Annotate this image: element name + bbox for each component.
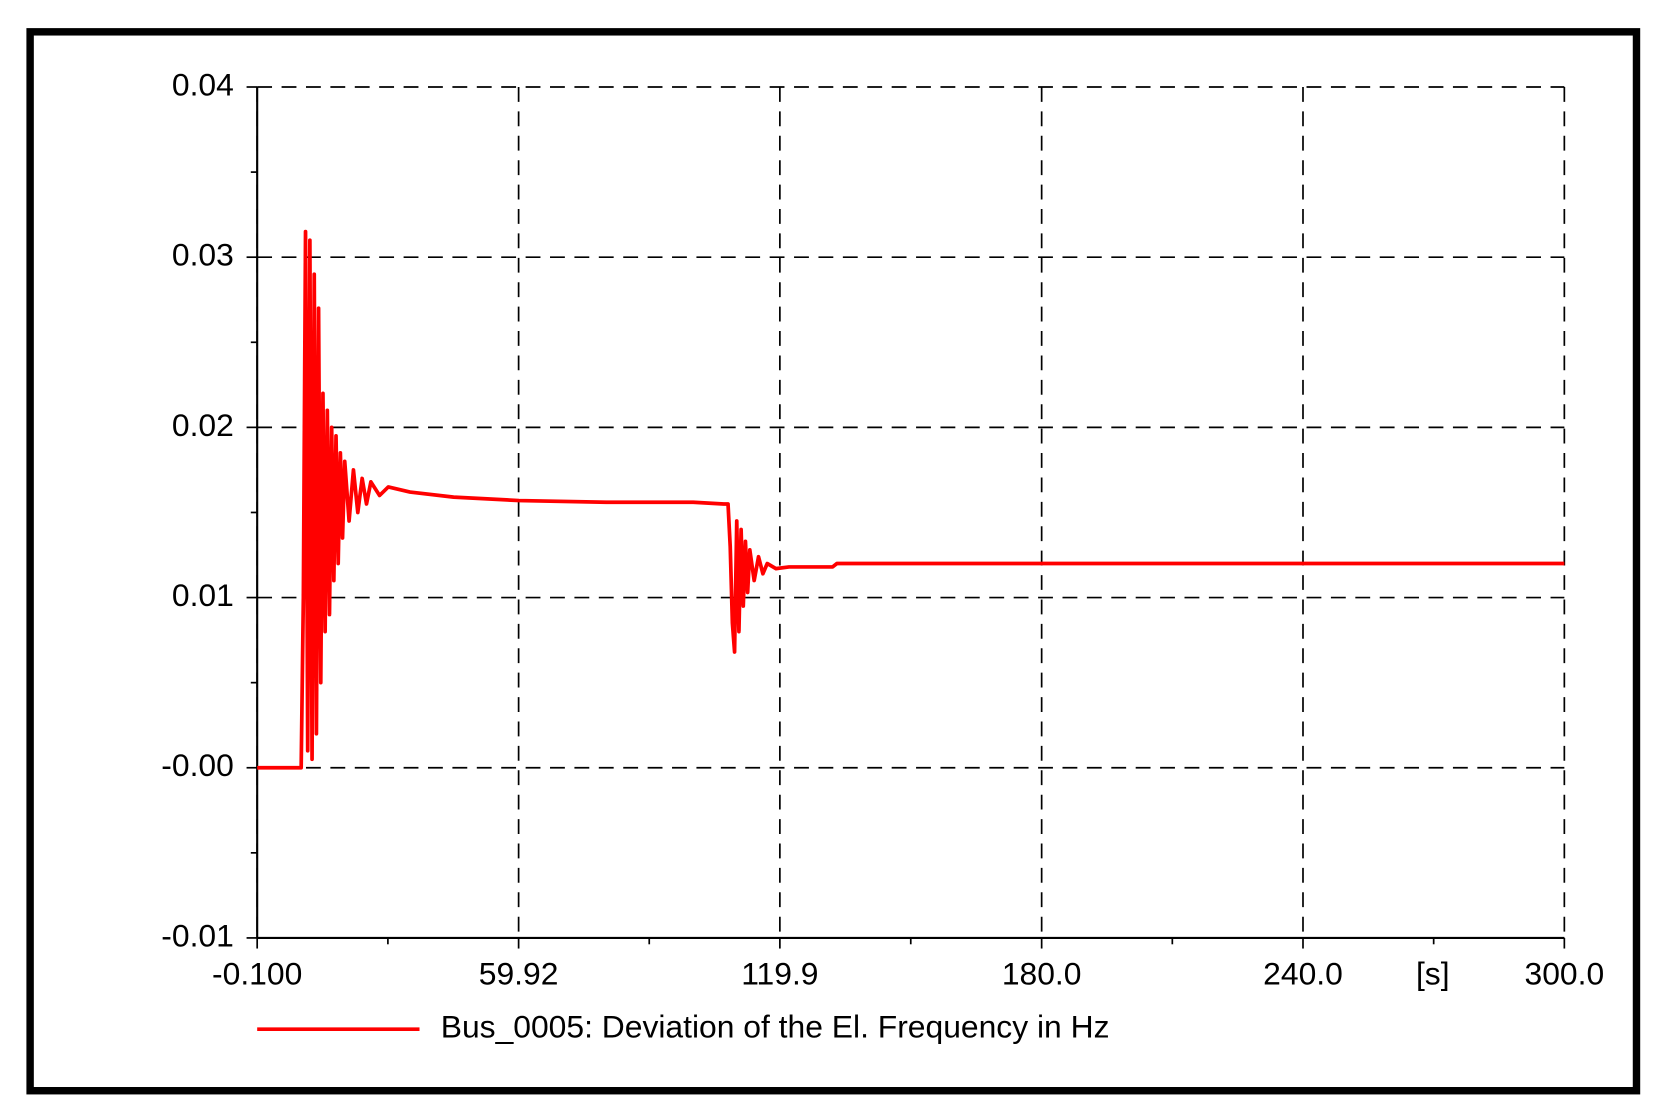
frame [26,28,1641,1095]
y-tick-label: 0.03 [172,237,234,273]
x-tick-label: 180.0 [1002,956,1082,992]
y-tick-label: -0.00 [161,747,234,783]
x-tick-label: 300.0 [1525,956,1605,992]
y-tick-label: 0.04 [172,66,234,102]
x-tick-label: 119.9 [741,956,818,992]
y-tick-label: 0.02 [172,407,234,443]
x-tick-label: 59.92 [479,956,559,992]
legend-label: Bus_0005: Deviation of the El. Frequency… [441,1009,1110,1045]
y-tick-label: -0.01 [161,917,234,953]
series-line [257,229,1565,770]
x-tick-label: -0.100 [212,956,302,992]
x-tick-label: 240.0 [1263,956,1343,992]
x-axis-label: [s] [1416,956,1450,992]
y-tick-label: 0.01 [172,577,234,613]
